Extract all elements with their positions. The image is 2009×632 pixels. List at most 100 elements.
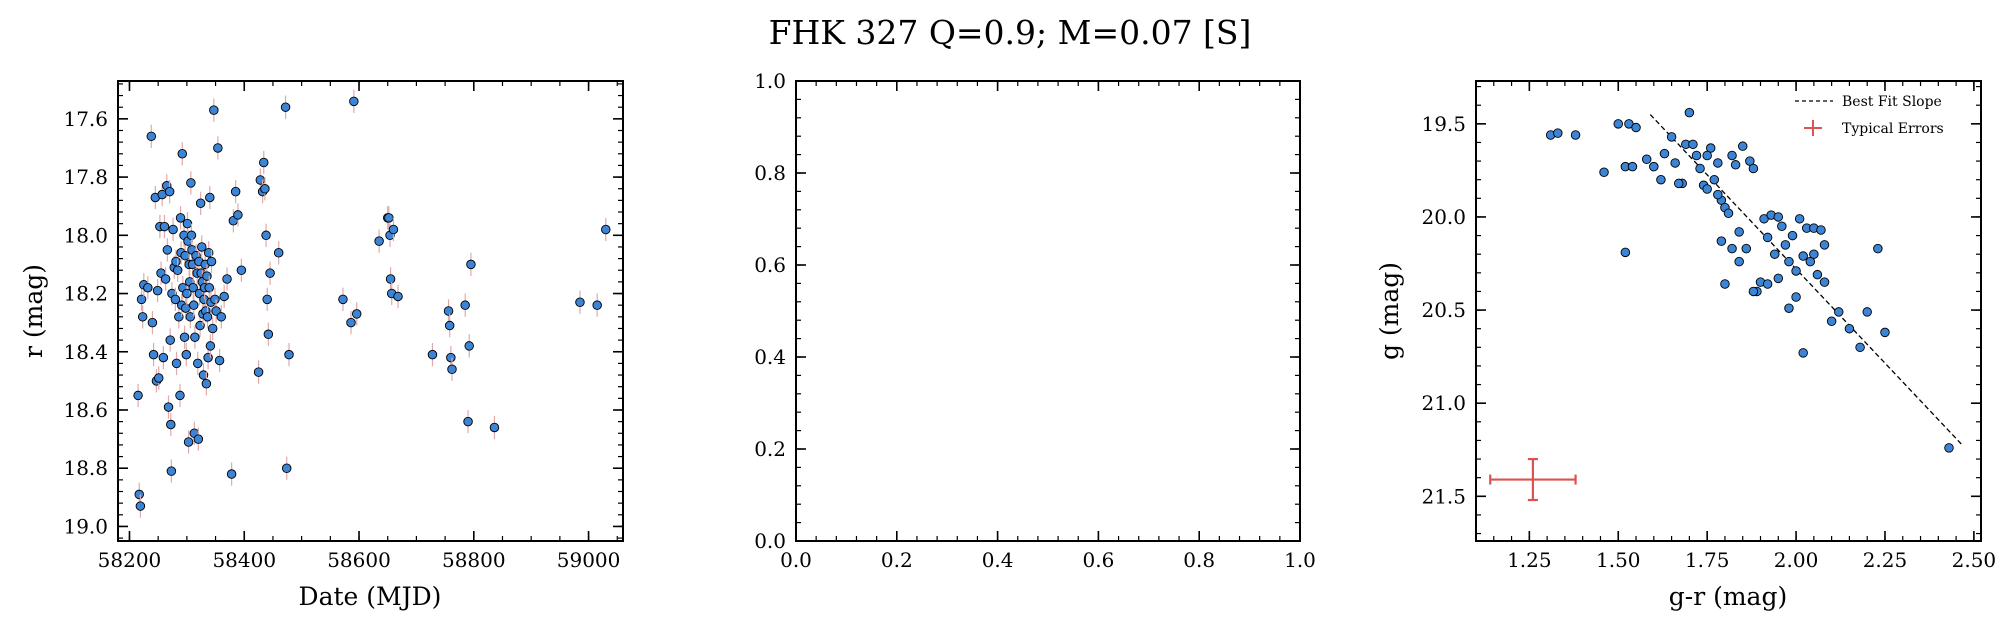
- data-point: [1944, 443, 1954, 453]
- data-point: [230, 186, 241, 197]
- y-tick-label: 20.0: [1421, 205, 1466, 229]
- data-point: [182, 218, 193, 229]
- data-point: [1727, 243, 1737, 254]
- data-point: [466, 259, 476, 270]
- data-point: [159, 221, 170, 232]
- data-point: [195, 320, 205, 331]
- y-tick-label: 0.6: [754, 253, 786, 277]
- data-point: [1702, 150, 1712, 161]
- data-point: [1784, 303, 1794, 313]
- legend-fit-label: Best Fit Slope: [1842, 94, 1942, 110]
- data-point: [193, 434, 204, 444]
- data-point: [175, 390, 185, 401]
- data-point: [1720, 279, 1730, 289]
- data-point: [1816, 225, 1826, 235]
- data-point: [198, 370, 209, 380]
- figure-title: FHK 327 Q=0.9; M=0.07 [S]: [769, 13, 1252, 52]
- data-point: [186, 178, 196, 188]
- data-point: [165, 335, 175, 345]
- y-tick-label: 0.0: [754, 529, 786, 553]
- panel-color-magnitude: 1.25 1.50 1.75 2.00 2.25 2.50 19.5 20.0 20.5 21.0…: [1375, 80, 1996, 611]
- data-point: [1670, 158, 1680, 168]
- data-point: [388, 224, 399, 235]
- data-point: [1656, 174, 1666, 185]
- data-point: [261, 230, 271, 241]
- data-point: [197, 242, 207, 252]
- x-tick-label: 0.8: [1183, 548, 1215, 572]
- x-axis-label: Date (MJD): [299, 582, 442, 611]
- data-point: [1762, 279, 1773, 289]
- legend-error-swatch: [1804, 120, 1822, 136]
- data-point: [1713, 158, 1723, 168]
- data-point: [226, 469, 237, 479]
- data-point: [134, 489, 144, 500]
- data-point: [1666, 132, 1677, 142]
- data-point: [1762, 232, 1773, 243]
- data-point: [188, 300, 199, 310]
- data-point: [133, 390, 143, 401]
- data-point: [1784, 256, 1794, 267]
- data-point: [162, 245, 173, 255]
- data-point: [1734, 227, 1744, 237]
- data-point: [1773, 212, 1784, 222]
- legend-error-label: Typical Errors: [1842, 121, 1944, 137]
- data-point: [463, 416, 473, 427]
- data-point: [1649, 161, 1659, 172]
- x-axis-label: g-r (mag): [1669, 582, 1787, 611]
- data-point: [489, 422, 500, 433]
- data-point: [444, 320, 455, 331]
- data-point: [1855, 342, 1865, 353]
- data-point: [166, 419, 176, 430]
- data-point: [601, 224, 611, 235]
- data-point: [1748, 163, 1759, 174]
- data-point: [1620, 247, 1631, 258]
- data-point: [216, 312, 227, 322]
- data-point: [263, 329, 274, 340]
- data-point: [188, 282, 198, 293]
- y-tick-label: 17.8: [63, 165, 108, 189]
- x-tick-label: 0.2: [881, 548, 913, 572]
- data-point: [193, 358, 203, 369]
- data-point: [1727, 150, 1737, 161]
- y-tick-label: 1.0: [754, 69, 786, 93]
- data-point: [1691, 150, 1702, 161]
- data-point: [281, 463, 292, 473]
- data-point: [338, 294, 348, 305]
- data-point: [262, 294, 272, 305]
- data-point: [179, 332, 190, 342]
- data-point: [260, 183, 270, 194]
- data-point: [210, 294, 220, 305]
- data-point: [1773, 273, 1784, 284]
- y-tick-label: 17.6: [63, 107, 108, 131]
- y-tick-label: 18.4: [63, 340, 108, 364]
- data-point: [1862, 307, 1872, 317]
- plot-frame: [117, 80, 624, 542]
- data-point: [219, 291, 229, 302]
- data-point: [206, 256, 217, 267]
- data-point: [346, 317, 356, 328]
- data-point: [265, 268, 275, 278]
- data-point: [273, 248, 284, 258]
- data-point: [1794, 214, 1805, 224]
- data-point: [214, 355, 225, 366]
- y-tick-label: 21.0: [1421, 391, 1466, 415]
- data-point: [148, 349, 159, 360]
- data-point: [135, 501, 146, 511]
- data-point: [183, 437, 194, 447]
- data-point: [1695, 163, 1705, 174]
- data-point: [164, 186, 175, 197]
- x-tick-label: 2.25: [1863, 548, 1908, 572]
- data-point: [1777, 221, 1787, 232]
- data-point: [351, 309, 362, 319]
- data-point: [1769, 249, 1780, 259]
- data-point: [1641, 154, 1652, 164]
- data-point: [1688, 139, 1698, 150]
- x-tick-label: 0.4: [982, 548, 1014, 572]
- data-point: [1819, 277, 1830, 287]
- data-point: [1659, 148, 1670, 159]
- data-point: [185, 312, 196, 322]
- data-point: [349, 96, 359, 107]
- plot-frame: [795, 80, 1301, 542]
- data-point: [203, 352, 213, 363]
- data-point: [177, 149, 188, 159]
